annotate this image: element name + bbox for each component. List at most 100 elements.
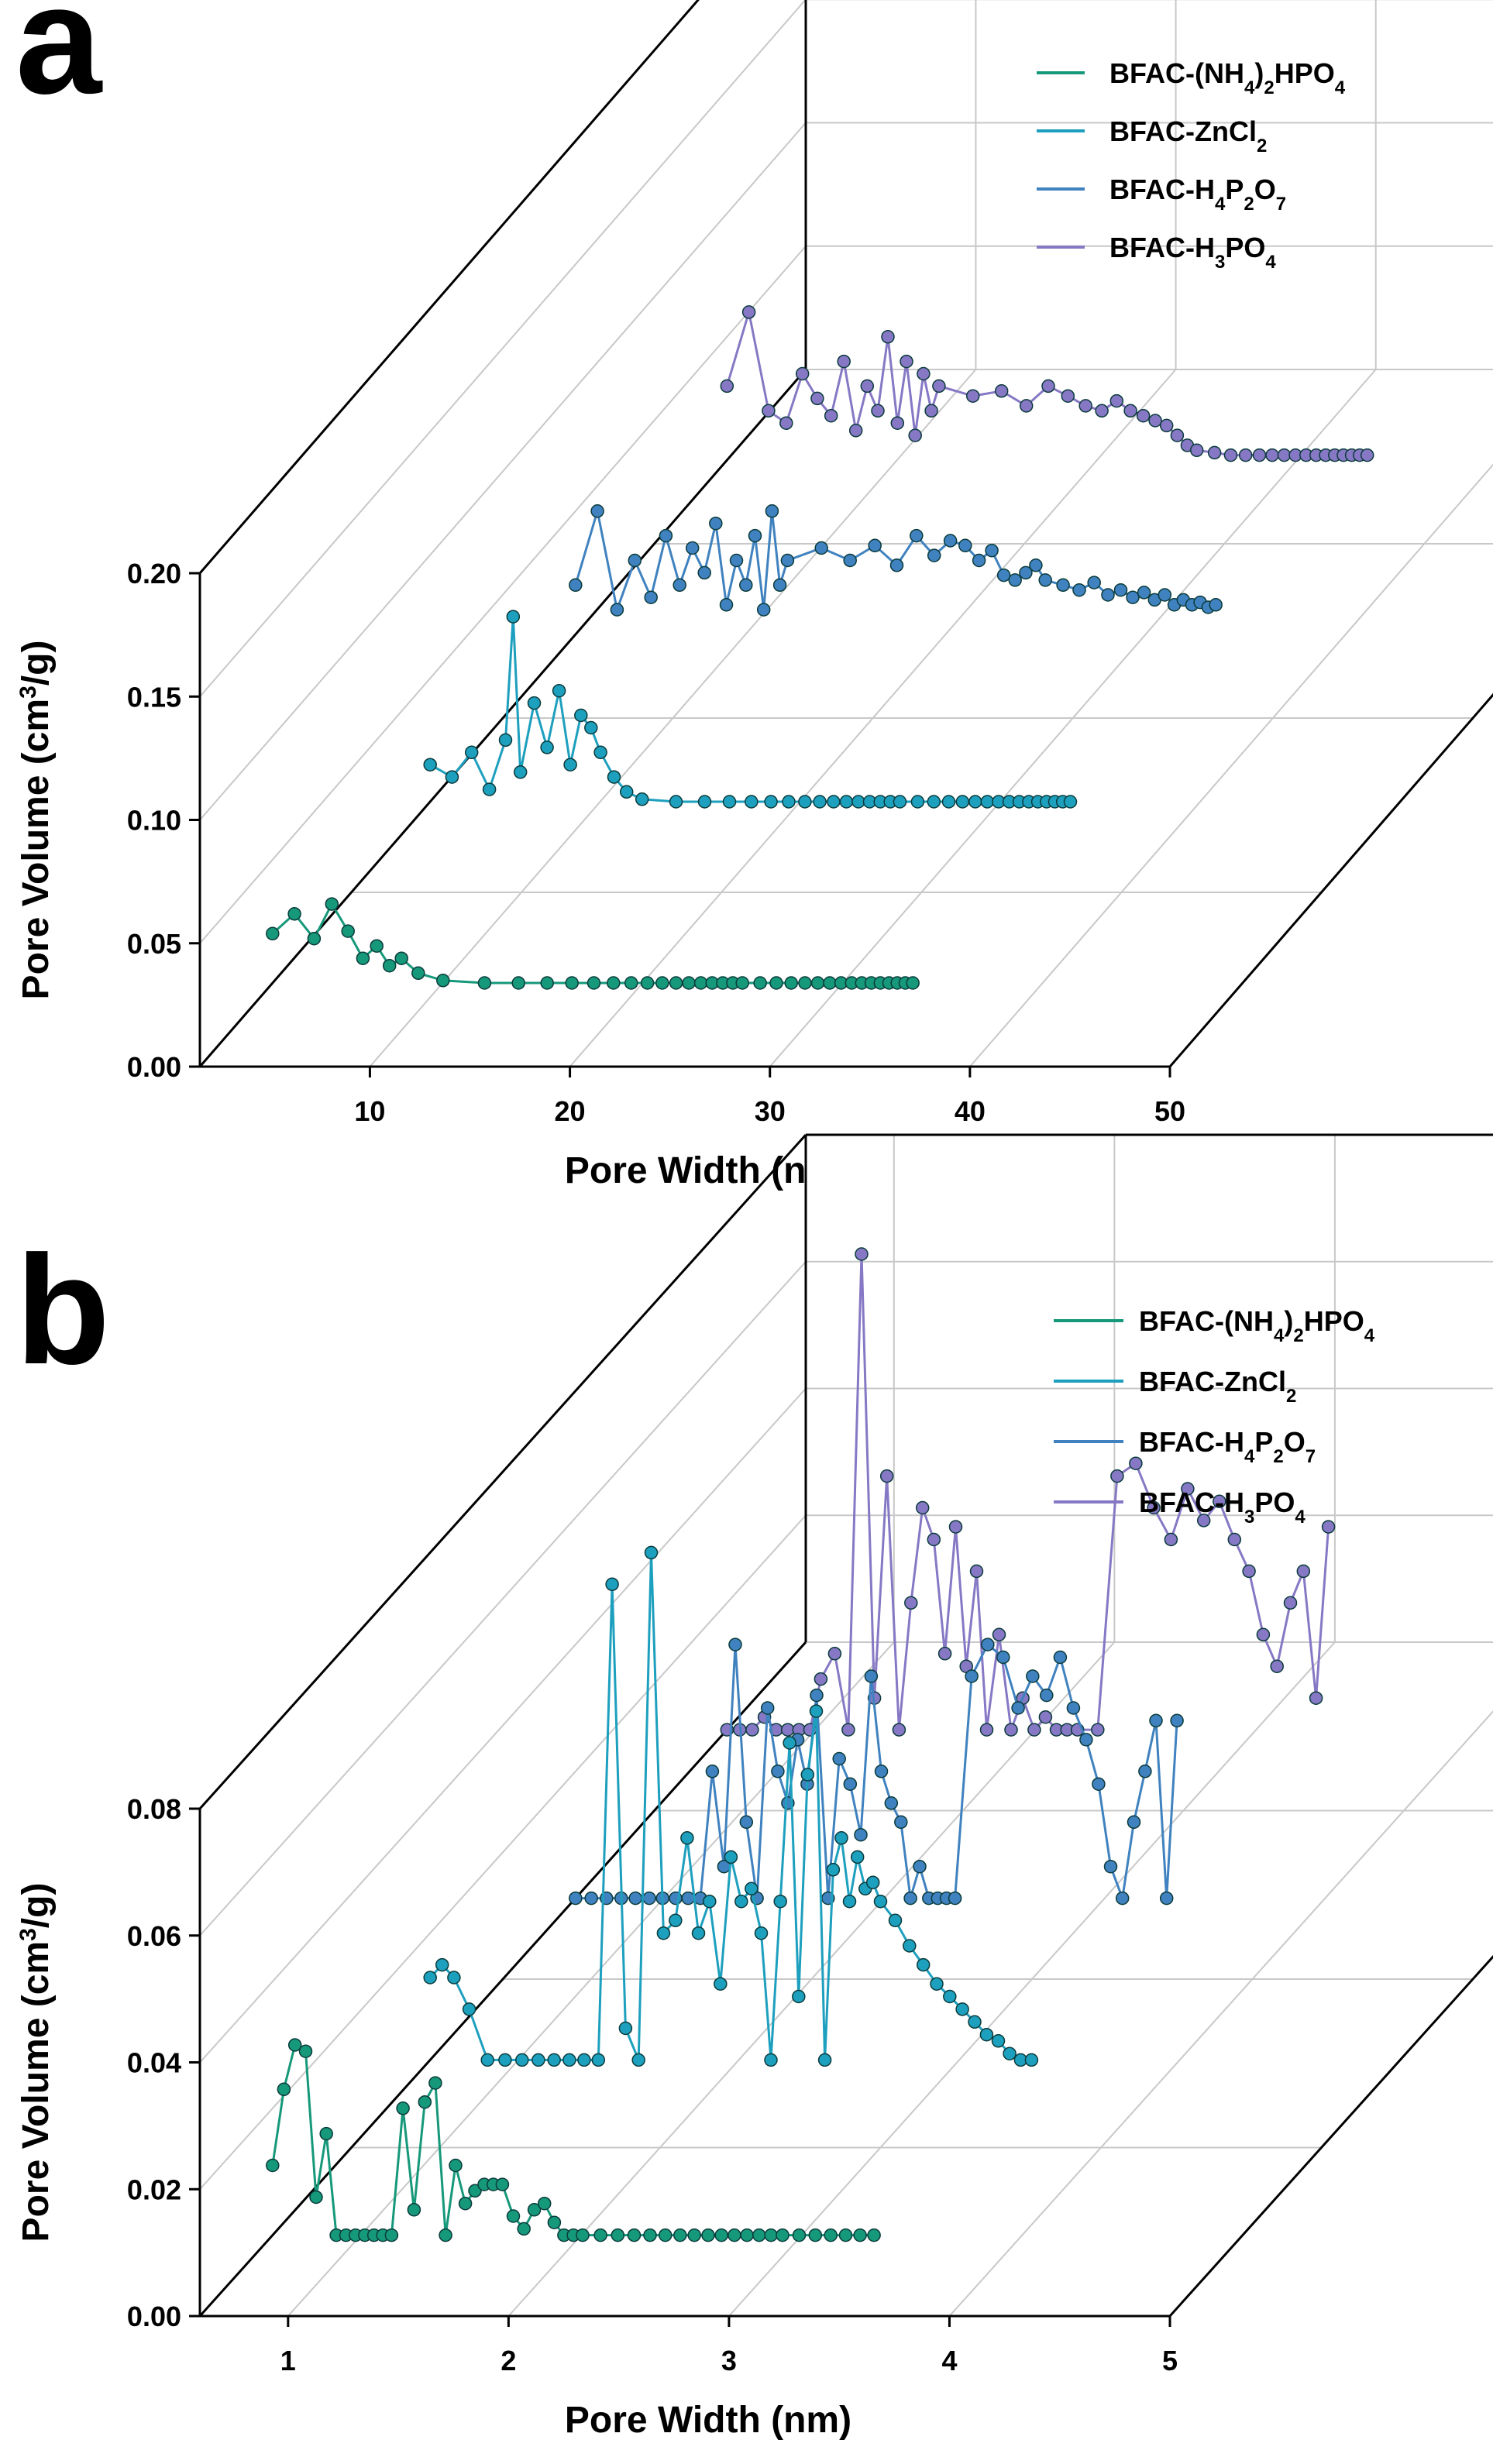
data-point bbox=[792, 1989, 806, 2004]
data-point bbox=[739, 1815, 754, 1830]
data-point bbox=[722, 795, 737, 809]
data-point bbox=[1029, 558, 1043, 572]
data-point bbox=[1026, 1669, 1040, 1683]
series-3 bbox=[720, 305, 1374, 462]
data-point bbox=[941, 795, 956, 809]
data-point bbox=[772, 578, 787, 593]
data-point bbox=[411, 966, 425, 981]
data-point bbox=[423, 1971, 437, 1985]
legend-label: BFAC-ZnCl2 bbox=[1139, 1366, 1296, 1407]
legend-label-part: 7 bbox=[1306, 1446, 1316, 1467]
data-point bbox=[341, 924, 355, 938]
data-point bbox=[436, 974, 450, 988]
data-point bbox=[687, 2228, 701, 2242]
data-point bbox=[771, 1765, 785, 1778]
data-point bbox=[948, 1891, 962, 1906]
data-point bbox=[932, 379, 946, 393]
data-point bbox=[1270, 1659, 1284, 1673]
legend-label-part: PO bbox=[1225, 232, 1265, 263]
legend-label-part: ) bbox=[1284, 1305, 1293, 1337]
data-point bbox=[955, 2002, 969, 2016]
data-point bbox=[635, 792, 649, 806]
data-point bbox=[854, 1827, 868, 1842]
data-point bbox=[1256, 1627, 1271, 1642]
data-point bbox=[1196, 1514, 1211, 1528]
data-point bbox=[810, 976, 825, 990]
data-point bbox=[1309, 1691, 1323, 1705]
legend-label-part: 2 bbox=[1244, 194, 1254, 215]
data-point bbox=[1148, 414, 1162, 428]
legend-label: BFAC-H4P2O7 bbox=[1109, 174, 1286, 215]
x-tick-label: 50 bbox=[1154, 1095, 1185, 1127]
data-point bbox=[888, 1913, 903, 1928]
data-point bbox=[669, 1913, 683, 1928]
data-point bbox=[864, 1669, 879, 1683]
data-point bbox=[569, 578, 583, 593]
data-point bbox=[1283, 1596, 1298, 1610]
data-point bbox=[631, 2053, 645, 2067]
side-wall-gridline-2 bbox=[199, 122, 807, 821]
data-point bbox=[574, 708, 588, 723]
data-point bbox=[837, 354, 851, 369]
data-point bbox=[881, 330, 895, 344]
data-point bbox=[783, 1736, 796, 1750]
data-point bbox=[307, 931, 322, 946]
data-point bbox=[745, 1882, 759, 1896]
data-point bbox=[1040, 1688, 1054, 1703]
data-point bbox=[868, 538, 882, 553]
data-point bbox=[853, 2228, 867, 2242]
data-point bbox=[776, 2228, 790, 2242]
legend-label-part: BFAC-(NH bbox=[1109, 57, 1244, 89]
data-point bbox=[482, 782, 497, 796]
y-axis-title-sup: 3 bbox=[15, 686, 41, 699]
panel-letter: b bbox=[15, 1224, 110, 1397]
series-2 bbox=[569, 504, 1223, 617]
data-point bbox=[298, 2044, 313, 2058]
data-point bbox=[965, 1669, 979, 1683]
data-point bbox=[824, 2228, 838, 2242]
data-point bbox=[782, 795, 796, 809]
data-point bbox=[527, 696, 542, 710]
data-point bbox=[445, 770, 459, 784]
legend-label-part: 4 bbox=[1295, 1507, 1306, 1528]
data-point bbox=[658, 2228, 673, 2242]
data-point bbox=[930, 1977, 944, 1991]
legend-label-part: BFAC-H bbox=[1109, 232, 1215, 263]
data-point bbox=[832, 1751, 846, 1766]
data-point bbox=[577, 2053, 591, 2067]
data-point bbox=[562, 2053, 576, 2067]
y-tick-label: 0.08 bbox=[127, 1793, 181, 1825]
series-1 bbox=[423, 1545, 1039, 2067]
legend-label-part: ) bbox=[1254, 57, 1264, 89]
data-point bbox=[1138, 1765, 1152, 1778]
data-point bbox=[855, 1247, 869, 1261]
data-point bbox=[867, 2228, 881, 2242]
data-point bbox=[462, 2002, 476, 2016]
depth-edge-bottom-left bbox=[198, 1641, 807, 2318]
y-tick-label: 0.05 bbox=[127, 928, 181, 960]
data-point bbox=[673, 578, 686, 593]
legend-label-part: 3 bbox=[1215, 252, 1225, 273]
data-point bbox=[893, 795, 907, 809]
data-point bbox=[762, 404, 776, 418]
data-point bbox=[498, 733, 513, 747]
data-point bbox=[547, 2053, 561, 2067]
data-point bbox=[418, 2095, 432, 2109]
data-point bbox=[697, 795, 712, 809]
x-tick-label: 20 bbox=[555, 1095, 586, 1127]
data-point bbox=[969, 1564, 984, 1579]
data-point bbox=[627, 2228, 642, 2242]
data-point bbox=[892, 1723, 906, 1737]
data-point bbox=[735, 976, 749, 990]
data-point bbox=[1113, 582, 1128, 597]
data-point bbox=[943, 1989, 957, 2004]
data-point bbox=[753, 976, 767, 990]
data-point bbox=[1360, 448, 1374, 462]
y-axis-title-main: Pore Volume (cm bbox=[15, 1941, 57, 2242]
data-point bbox=[513, 765, 528, 779]
side-wall-gridline-1 bbox=[199, 1514, 807, 2190]
x-tick-label: 10 bbox=[354, 1095, 385, 1127]
data-point bbox=[752, 2228, 766, 2242]
legend-label-part: 2 bbox=[1273, 1446, 1283, 1467]
data-point bbox=[1019, 399, 1034, 413]
